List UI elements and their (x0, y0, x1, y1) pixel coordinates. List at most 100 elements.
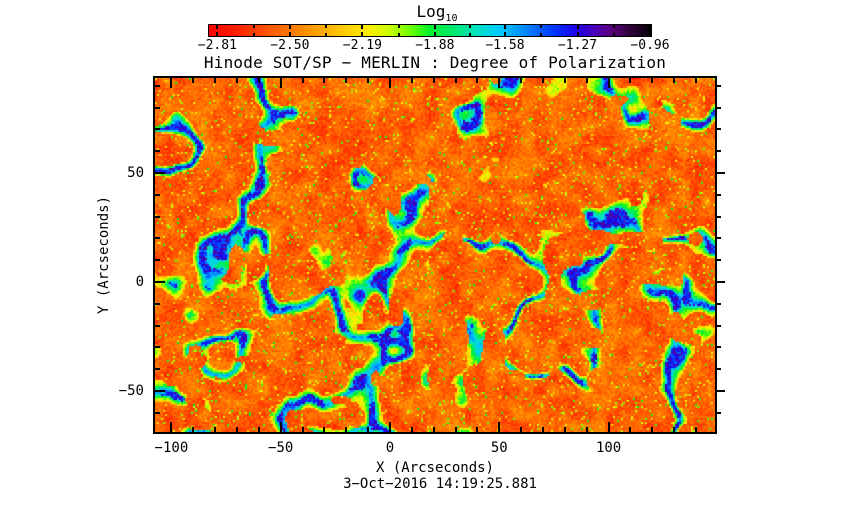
colorbar-tick-mark (252, 33, 255, 36)
y-axis-tick-right (717, 172, 725, 174)
x-axis-tick-label: 50 (490, 440, 508, 456)
x-axis-tick (542, 427, 545, 432)
x-axis-tick (214, 427, 217, 432)
y-axis-tick-right (717, 150, 721, 153)
y-axis-tick (155, 346, 160, 349)
x-axis-tick-label: 0 (385, 440, 395, 456)
y-axis-tick-label: 50 (127, 165, 144, 181)
x-axis-tick (192, 427, 195, 432)
x-axis-tick (498, 78, 501, 88)
x-axis-tick (476, 78, 479, 83)
x-axis-tick (170, 78, 173, 88)
x-axis-tick (345, 427, 348, 432)
y-axis-tick (155, 172, 165, 174)
colorbar-tick-mark (361, 25, 364, 29)
y-axis-tick (155, 215, 160, 218)
colorbar-tick-mark (433, 32, 436, 36)
x-axis-tick-label: −50 (268, 440, 294, 456)
colorbar-tick-label: −2.81 (197, 38, 237, 53)
colorbar-tick-mark (468, 33, 471, 36)
y-axis-tick-right (717, 106, 721, 109)
colorbar-tick-mark (216, 25, 219, 29)
x-axis-tick-label: −100 (154, 440, 189, 456)
x-axis-tick (410, 78, 413, 83)
colorbar-title-subscript: 10 (445, 13, 458, 25)
y-axis-tick (155, 390, 165, 392)
x-axis-title: X (Arcseconds) (375, 460, 494, 476)
y-axis-tick-right (717, 193, 721, 196)
colorbar-tick-mark (325, 25, 328, 28)
colorbar-tick-mark (540, 33, 543, 36)
x-axis-tick (454, 427, 457, 432)
colorbar-tick-mark (288, 25, 291, 29)
y-axis-tick (155, 259, 160, 262)
x-axis-tick (695, 427, 698, 432)
x-axis-tick (279, 422, 282, 432)
x-axis-tick (585, 78, 588, 83)
colorbar-tick-mark (433, 25, 436, 29)
x-axis-tick (323, 78, 326, 83)
colorbar-tick-label: −2.19 (342, 38, 382, 53)
x-axis-tick (629, 427, 632, 432)
x-axis-tick (301, 427, 304, 432)
x-axis-tick (389, 78, 391, 88)
y-axis-tick-right (717, 302, 721, 305)
y-axis-tick-right (717, 346, 721, 349)
colorbar-tick-mark (649, 25, 651, 29)
plot-area (153, 76, 717, 434)
y-axis-tick-right (717, 84, 721, 87)
x-axis-tick (542, 78, 545, 83)
y-axis-tick-right (717, 281, 725, 283)
y-axis-tick (155, 84, 160, 87)
colorbar-tick-mark (576, 25, 579, 29)
x-axis-tick (651, 78, 654, 83)
colorbar-tick-label: −1.88 (415, 38, 455, 53)
x-axis-tick (563, 78, 566, 83)
observation-timestamp: 3−Oct−2016 14:19:25.881 (343, 476, 537, 492)
y-axis-tick (155, 237, 160, 240)
colorbar-tick-mark (468, 25, 471, 28)
x-axis-tick (498, 422, 501, 432)
x-axis-tick (170, 422, 173, 432)
x-axis-tick (192, 78, 195, 83)
x-axis-tick (563, 427, 566, 432)
y-axis-tick-label: 0 (135, 274, 144, 290)
colorbar-tick-mark (216, 32, 219, 36)
colorbar-tick-mark (397, 33, 400, 36)
y-axis-tick-right (717, 237, 721, 240)
y-axis-tick-right (717, 128, 721, 131)
x-axis-tick (629, 78, 632, 83)
colorbar-tick-label: −0.96 (630, 38, 670, 53)
y-axis-tick-right (717, 215, 721, 218)
y-axis-tick-right (717, 368, 721, 371)
y-axis-tick-right (717, 390, 725, 392)
y-axis-tick-right (717, 411, 721, 414)
x-axis-tick (432, 78, 435, 83)
y-axis-tick (155, 193, 160, 196)
x-axis-tick (214, 78, 217, 83)
colorbar-tick-label: −1.58 (485, 38, 525, 53)
colorbar-tick-mark (252, 25, 255, 28)
x-axis-tick (367, 78, 370, 83)
y-axis-title: Y (Arcseconds) (96, 195, 112, 315)
colorbar-tick-mark (325, 33, 328, 36)
colorbar-tick-mark (612, 33, 615, 36)
y-axis-tick (155, 411, 160, 414)
x-axis-tick (257, 78, 260, 83)
x-axis-tick (367, 427, 370, 432)
x-axis-tick (235, 78, 238, 83)
colorbar-tick-mark (540, 25, 543, 28)
x-axis-tick-label: 100 (595, 440, 622, 456)
y-axis-tick (155, 106, 160, 109)
y-axis-tick (155, 128, 160, 131)
plot-title: Hinode SOT/SP − MERLIN : Degree of Polar… (203, 53, 667, 72)
colorbar-tick-label: −2.50 (270, 38, 310, 53)
y-axis-tick-right (717, 324, 721, 327)
x-axis-tick (651, 427, 654, 432)
y-axis-tick-label: −50 (118, 383, 144, 399)
x-axis-tick (607, 422, 610, 432)
x-axis-tick (235, 427, 238, 432)
colorbar-tick-mark (288, 32, 291, 36)
x-axis-tick (279, 78, 282, 88)
x-axis-tick (520, 78, 523, 83)
